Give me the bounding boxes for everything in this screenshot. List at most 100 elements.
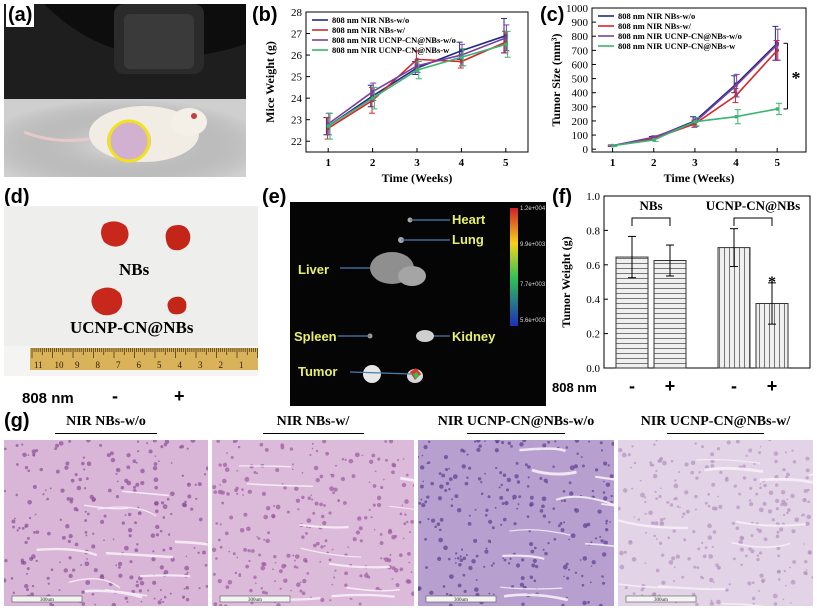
x-tick-label: 5 bbox=[774, 157, 780, 169]
histology-title-2: NIR NBs-w/ bbox=[276, 414, 350, 429]
group-label: NBs bbox=[639, 198, 662, 213]
panel-label-d: (d) bbox=[4, 186, 30, 208]
legend-entry: 808 nm NIR UCNP-CN@NBs-w bbox=[332, 45, 450, 55]
tumor-nbs-plus bbox=[165, 225, 191, 251]
ruler-tick-label: 9 bbox=[75, 360, 80, 370]
x-tick-label: 2 bbox=[651, 157, 657, 169]
panel-label-f: (f) bbox=[552, 186, 572, 208]
ruler-tick-label: 7 bbox=[116, 360, 121, 370]
scale-tick-2: 7.7e+003 bbox=[520, 282, 546, 288]
y-tick-label: 1.0 bbox=[586, 191, 600, 203]
minus-d: - bbox=[112, 386, 118, 406]
x-tick-label: 4 bbox=[459, 157, 465, 169]
data-point bbox=[504, 36, 508, 40]
x-tick-label: 4 bbox=[733, 157, 739, 169]
series-line-4 bbox=[327, 43, 507, 127]
histology-title-underline bbox=[55, 433, 157, 434]
y-tick-label: 24 bbox=[291, 93, 303, 105]
histology-image-4: 300um bbox=[618, 440, 813, 606]
y-tick-label: 500 bbox=[572, 74, 589, 86]
ruler-tick-label: 2 bbox=[219, 360, 224, 370]
chart-tumor-size: 0 100 200 300 400 500 600 700 800 900 1000 1 2 3 4 5 Tim… bbox=[549, 4, 807, 185]
y-tick-label: 28 bbox=[291, 7, 303, 19]
condition-label: 808 nm bbox=[552, 380, 597, 395]
ruler-tick-label: 4 bbox=[178, 360, 183, 370]
panel-label-e: (e) bbox=[262, 186, 287, 208]
data-point bbox=[775, 48, 779, 53]
organ-tumor-left bbox=[363, 365, 381, 383]
y-tick-label: 22 bbox=[291, 136, 302, 148]
data-point bbox=[734, 114, 738, 119]
y-tick-label: 0.6 bbox=[586, 260, 600, 272]
x-tick-label: 1 bbox=[325, 157, 331, 169]
scale-bar-label: 300um bbox=[454, 598, 468, 603]
y-tick-label: 0.0 bbox=[586, 363, 600, 375]
y-tick-label: 400 bbox=[572, 88, 589, 100]
legend-entry: 808 nm NIR UCNP-CN@NBs-w bbox=[618, 41, 736, 51]
data-point bbox=[459, 48, 464, 53]
histology-image-2: 300um bbox=[212, 440, 414, 606]
bar-2 bbox=[653, 260, 687, 369]
scale-tick-0: 1.2e+004 bbox=[520, 206, 546, 212]
histology-title-4: NIR UCNP-CN@NBs-w/ bbox=[640, 414, 791, 429]
organ-label-spleen: Spleen bbox=[294, 329, 337, 344]
data-point bbox=[734, 83, 738, 88]
scale-bar-label: 300um bbox=[248, 598, 262, 603]
label-nbs: NBs bbox=[119, 260, 150, 279]
panel-d-photo: 11 10 9 8 7 6 5 4 3 2 1 NBs UCNP-CN@NBs bbox=[4, 206, 258, 376]
ruler-tick-label: 6 bbox=[137, 360, 142, 370]
x-tick-label: 3 bbox=[692, 157, 698, 169]
histology-title-1: NIR NBs-w/o bbox=[66, 414, 146, 429]
series-line-2 bbox=[327, 41, 507, 129]
chart-tumor-weight: 0.0 0.2 0.4 0.6 0.8 1.0 Tumor Weight (g) - + - + NB… bbox=[552, 191, 811, 396]
y-tick-label: 26 bbox=[291, 50, 303, 62]
ruler-tick-label: 8 bbox=[96, 360, 101, 370]
panel-e-image: Heart Lung Liver Spleen Kidney Tumor 1.2… bbox=[290, 202, 546, 406]
category-label: - bbox=[731, 376, 737, 396]
organ-label-lung: Lung bbox=[452, 232, 484, 247]
panel-label-a: (a) bbox=[6, 4, 35, 27]
category-label: - bbox=[629, 376, 635, 396]
organ-label-liver: Liver bbox=[298, 262, 330, 277]
group-label: UCNP-CN@NBs bbox=[706, 198, 800, 213]
x-tick-label: 3 bbox=[414, 157, 420, 169]
ruler-tick-label: 5 bbox=[157, 360, 162, 370]
ruler-tick-label: 3 bbox=[198, 360, 203, 370]
y-tick-label: 25 bbox=[291, 72, 303, 84]
data-point bbox=[504, 42, 508, 47]
y-tick-label: 27 bbox=[291, 29, 303, 41]
intensity-scale bbox=[510, 208, 518, 326]
x-tick-label: 5 bbox=[503, 157, 509, 169]
series-line-3 bbox=[612, 44, 778, 147]
group-bracket bbox=[631, 217, 671, 226]
tumor-nbs-minus bbox=[101, 221, 129, 247]
ruler-tick-label: 11 bbox=[34, 360, 43, 370]
histology-title-underline bbox=[467, 433, 565, 434]
data-point bbox=[459, 55, 464, 60]
data-point bbox=[415, 64, 419, 68]
y-tick-label: 1000 bbox=[566, 4, 589, 15]
category-label: + bbox=[665, 376, 676, 396]
data-point bbox=[693, 119, 697, 124]
ruler-tick-label: 1 bbox=[239, 360, 244, 370]
ruler-tick-label: 10 bbox=[55, 360, 65, 370]
panel-label-b: (b) bbox=[252, 4, 278, 26]
legend-entry: 808 nm NIR NBs-w/ bbox=[332, 25, 406, 35]
y-tick-label: 0.4 bbox=[586, 294, 600, 306]
significance-star: * bbox=[768, 274, 776, 291]
legend-entry: 808 nm NIR NBs-w/o bbox=[618, 11, 695, 21]
histology-image-1: 300um bbox=[4, 440, 208, 606]
plot-frame bbox=[591, 7, 807, 153]
significance-star: * bbox=[791, 68, 800, 88]
x-axis-label: Time (Weeks) bbox=[664, 171, 735, 185]
legend-entry: 808 nm NIR NBs-w/o bbox=[332, 15, 409, 25]
y-tick-label: 900 bbox=[572, 17, 589, 29]
scale-bar-label: 300um bbox=[654, 598, 668, 603]
data-point bbox=[610, 143, 615, 148]
legend-entry: 808 nm NIR UCNP-CN@NBs-w/o bbox=[618, 31, 742, 41]
panel-label-c: (c) bbox=[540, 4, 565, 26]
tumor-ucnp-minus bbox=[91, 287, 123, 316]
data-point bbox=[326, 124, 330, 128]
data-point bbox=[775, 42, 779, 47]
